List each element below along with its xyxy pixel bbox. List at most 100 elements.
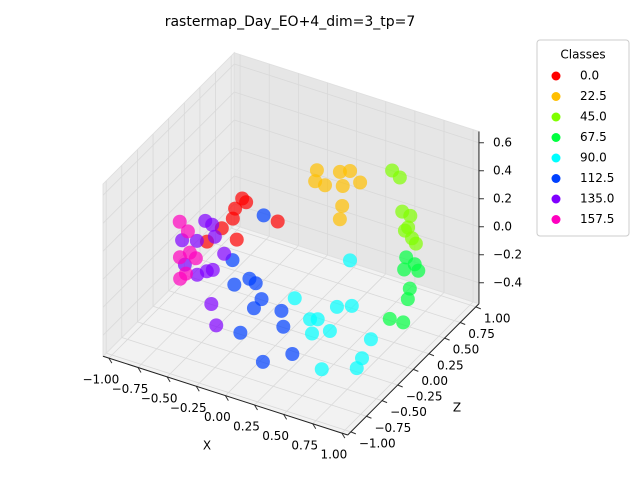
point	[276, 319, 291, 334]
point	[239, 195, 254, 210]
z-tick-label: 0.2	[493, 191, 512, 205]
legend-box	[536, 39, 630, 237]
x-tick-label: 0.25	[233, 420, 260, 434]
point	[332, 212, 347, 227]
x-tick-label: −1.00	[82, 373, 119, 387]
y-tick-label: −0.75	[374, 421, 411, 435]
y-tick-label: −0.50	[390, 405, 427, 419]
legend-marker	[551, 153, 561, 163]
z-tick-label: 0.0	[493, 219, 512, 233]
x-tick	[195, 385, 200, 392]
legend-label: 45.0	[580, 110, 607, 124]
point	[363, 332, 378, 347]
point	[329, 299, 344, 314]
point	[397, 262, 412, 277]
point	[335, 179, 350, 193]
point	[225, 211, 240, 226]
point	[314, 362, 329, 377]
grid-line	[231, 227, 476, 308]
point	[382, 311, 397, 326]
grid-line	[234, 91, 480, 172]
point	[229, 232, 244, 247]
z-tick-label: 0.6	[493, 135, 512, 149]
grid-line	[102, 63, 235, 196]
point	[408, 236, 423, 251]
legend-label: 67.5	[580, 130, 607, 144]
legend-label: 90.0	[580, 151, 607, 165]
point	[256, 208, 271, 223]
point	[349, 361, 364, 376]
y-tick	[460, 322, 466, 325]
point	[343, 164, 358, 178]
x-tick-label: −0.50	[141, 391, 178, 405]
z-tick-label: 0.4	[493, 163, 512, 177]
legend-marker	[551, 215, 561, 224]
y-tick-label: 0.75	[468, 327, 495, 341]
point	[308, 174, 323, 189]
y-axis-label: Z	[453, 401, 461, 415]
point	[396, 315, 411, 330]
point	[180, 224, 195, 239]
z-tick-label: −0.2	[493, 247, 522, 261]
x-tick	[283, 414, 288, 420]
x-tick-label: 0.00	[204, 410, 231, 424]
point	[255, 354, 270, 369]
y-tick-label: 1.00	[484, 311, 511, 325]
x-tick-label: −0.25	[170, 401, 207, 415]
y-tick	[444, 337, 450, 341]
x-tick	[224, 395, 229, 401]
x-tick	[341, 432, 346, 439]
legend-marker	[551, 194, 561, 204]
point	[305, 326, 319, 341]
point	[204, 297, 219, 311]
x-axis-label: X	[203, 439, 211, 453]
x-tick	[137, 367, 142, 373]
x-axis-line	[102, 355, 348, 436]
x-tick-label: 0.50	[262, 429, 289, 443]
x-tick-label: −0.75	[112, 382, 149, 396]
legend-label: 157.5	[580, 212, 614, 226]
x-tick	[312, 423, 317, 430]
y-tick	[381, 400, 388, 404]
y-tick-label: 0.25	[437, 358, 464, 372]
point	[172, 214, 187, 229]
grid-line	[102, 175, 235, 308]
y-tick	[475, 306, 482, 310]
point	[190, 267, 205, 282]
x-tick-label: 1.00	[321, 448, 348, 462]
point	[335, 199, 350, 213]
grid-line	[102, 147, 235, 280]
point	[287, 291, 302, 306]
point	[342, 253, 357, 268]
point	[205, 217, 220, 232]
grid-line	[234, 119, 480, 200]
y-tick	[366, 415, 372, 419]
grid-line	[121, 337, 367, 417]
y-tick	[428, 353, 435, 357]
point	[233, 325, 248, 340]
legend-label: 22.5	[580, 89, 607, 103]
grid-line	[106, 352, 351, 433]
point	[353, 175, 368, 190]
grid-line	[215, 243, 461, 323]
point	[274, 303, 289, 318]
y-tick-label: −1.00	[359, 436, 396, 450]
legend-title: Classes	[560, 48, 605, 62]
point	[402, 281, 417, 296]
y-tick	[413, 368, 419, 372]
legend-label: 112.5	[580, 171, 614, 185]
grid-line	[234, 63, 480, 144]
grid-line	[102, 91, 235, 224]
point	[173, 271, 188, 286]
point	[285, 347, 300, 361]
legend-marker	[551, 174, 561, 183]
point	[209, 318, 224, 333]
point	[309, 163, 324, 178]
x-tick-label: 0.75	[291, 438, 318, 452]
y-tick-label: −0.25	[406, 390, 443, 404]
point	[270, 214, 285, 229]
point	[322, 324, 337, 338]
point	[227, 277, 242, 292]
